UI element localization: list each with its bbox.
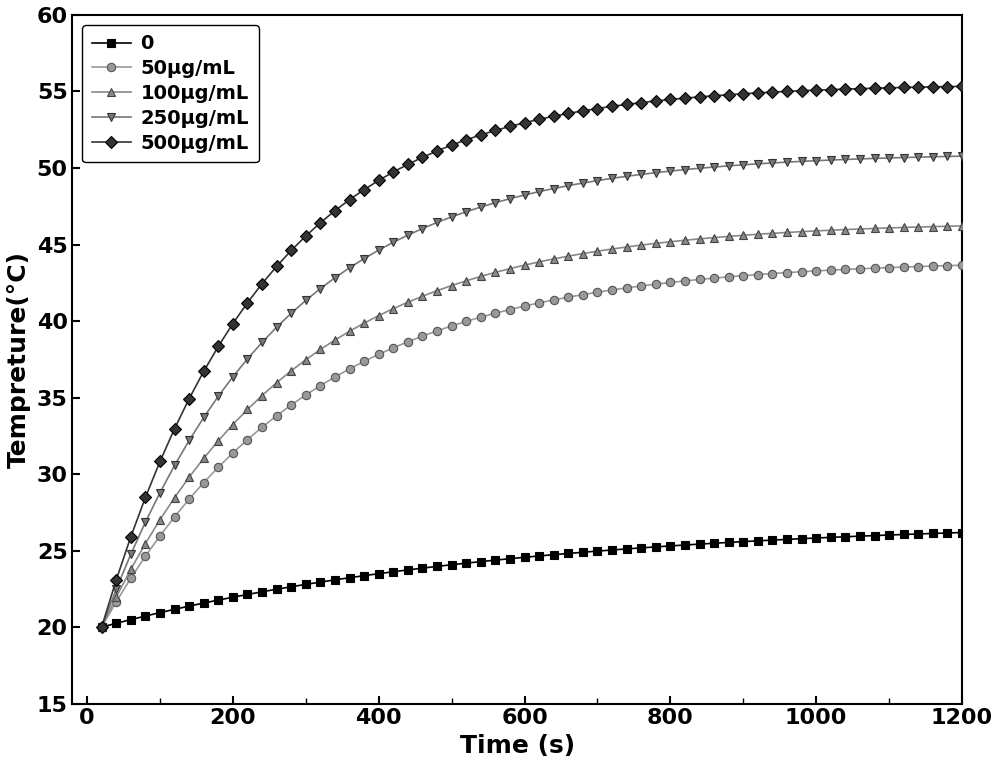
- 500μg/mL: [96, 623, 108, 632]
- 100μg/mL: [956, 221, 968, 230]
- 50μg/mL: [956, 261, 968, 270]
- 0: [241, 590, 253, 599]
- 0: [956, 528, 968, 537]
- 50μg/mL: [635, 282, 647, 291]
- Y-axis label: Tempreture(°C): Tempreture(°C): [7, 251, 31, 467]
- 250μg/mL: [387, 238, 399, 247]
- 250μg/mL: [314, 284, 326, 293]
- 250μg/mL: [344, 263, 356, 272]
- 0: [387, 567, 399, 576]
- X-axis label: Time (s): Time (s): [460, 734, 575, 758]
- 250μg/mL: [956, 151, 968, 161]
- 500μg/mL: [241, 298, 253, 308]
- 100μg/mL: [241, 405, 253, 414]
- 50μg/mL: [96, 623, 108, 632]
- 250μg/mL: [373, 246, 385, 255]
- Line: 500μg/mL: 500μg/mL: [97, 82, 966, 631]
- 0: [635, 543, 647, 552]
- 50μg/mL: [344, 364, 356, 373]
- Line: 50μg/mL: 50μg/mL: [97, 261, 966, 631]
- 500μg/mL: [635, 98, 647, 107]
- 100μg/mL: [314, 345, 326, 354]
- 250μg/mL: [635, 170, 647, 179]
- 0: [344, 573, 356, 582]
- 50μg/mL: [373, 350, 385, 359]
- 500μg/mL: [344, 195, 356, 204]
- 0: [373, 569, 385, 578]
- 100μg/mL: [344, 327, 356, 336]
- 500μg/mL: [373, 176, 385, 185]
- Line: 0: 0: [97, 529, 966, 631]
- Line: 250μg/mL: 250μg/mL: [97, 152, 966, 631]
- 500μg/mL: [314, 218, 326, 227]
- 100μg/mL: [96, 623, 108, 632]
- 250μg/mL: [96, 623, 108, 632]
- Legend: 0, 50μg/mL, 100μg/mL, 250μg/mL, 500μg/mL: 0, 50μg/mL, 100μg/mL, 250μg/mL, 500μg/mL: [82, 24, 259, 162]
- 50μg/mL: [241, 435, 253, 444]
- Line: 100μg/mL: 100μg/mL: [97, 222, 966, 631]
- 100μg/mL: [387, 304, 399, 313]
- 0: [96, 623, 108, 632]
- 500μg/mL: [387, 168, 399, 177]
- 500μg/mL: [956, 82, 968, 91]
- 100μg/mL: [373, 311, 385, 321]
- 50μg/mL: [314, 381, 326, 390]
- 100μg/mL: [635, 240, 647, 249]
- 50μg/mL: [387, 343, 399, 353]
- 250μg/mL: [241, 354, 253, 363]
- 0: [314, 578, 326, 587]
